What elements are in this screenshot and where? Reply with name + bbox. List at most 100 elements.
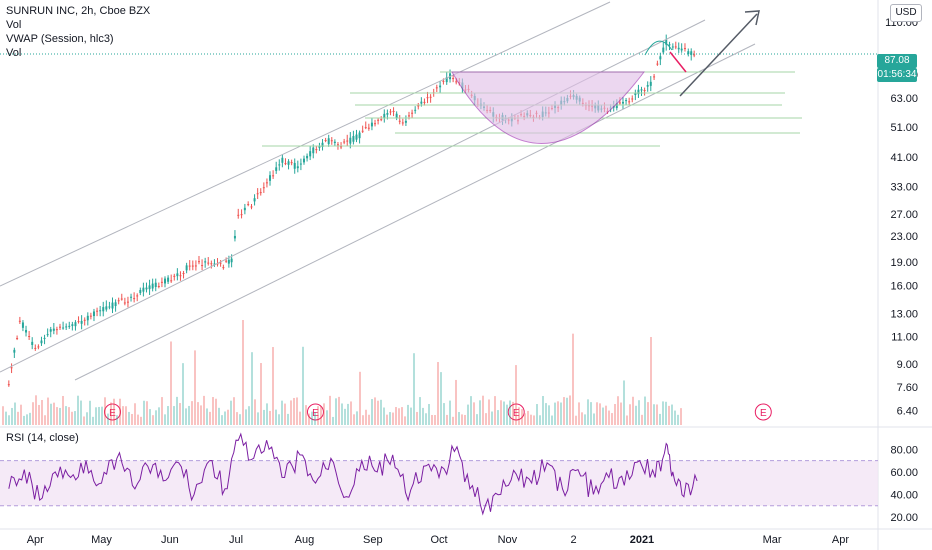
volume-indicator-label[interactable]: Vol [6, 19, 22, 31]
candle-body [74, 322, 77, 327]
volume-bar [638, 400, 640, 425]
volume-bar [44, 415, 46, 425]
candle-body [414, 109, 417, 111]
volume-bar [299, 411, 301, 425]
rsi-band [0, 460, 878, 506]
volume-bar [344, 408, 346, 425]
candle-body [361, 130, 364, 132]
volume-bar [11, 407, 13, 425]
vwap-indicator-label[interactable]: VWAP (Session, hlc3) [6, 33, 114, 45]
volume-bar [578, 402, 580, 425]
candle-body [420, 101, 423, 104]
price-tick-label: 6.40 [897, 405, 918, 417]
volume-bar [674, 410, 676, 425]
volume-bar [218, 407, 220, 425]
volume-bar [521, 409, 523, 425]
candle-body [417, 105, 420, 107]
volume-bar [125, 406, 127, 425]
candle-body [656, 63, 659, 65]
volume-bar [632, 396, 634, 425]
price-axis[interactable]: 110.0075.0063.0051.0041.0033.0027.0023.0… [885, 17, 918, 417]
candle-body [333, 141, 336, 144]
volume-bar [563, 397, 565, 425]
volume-bar [470, 396, 472, 425]
candle-body [455, 81, 458, 83]
volume-bar [368, 414, 370, 425]
candle-body [628, 101, 631, 103]
volume-bar [356, 411, 358, 425]
currency-button[interactable]: USD [890, 4, 922, 22]
symbol-title[interactable]: SUNRUN INC, 2h, Cboe BZX [6, 5, 151, 17]
volume-bar [473, 402, 475, 425]
rsi-line [8, 432, 698, 516]
candle-body [80, 320, 83, 324]
candle-body [674, 46, 677, 48]
volume-bar [101, 406, 103, 425]
candle-body [10, 367, 13, 369]
volume-bar [263, 409, 265, 425]
candle-body [302, 158, 305, 163]
volume-bar [254, 399, 256, 425]
candle-body [55, 329, 58, 331]
volume-bar [164, 414, 166, 425]
volume-bar [152, 415, 154, 425]
volume-indicator-label-2[interactable]: Vol [6, 47, 22, 59]
price-tick-label: 27.00 [890, 209, 918, 221]
channel-line [74, 43, 756, 381]
volume-bar [587, 399, 589, 425]
price-tick-label: 9.00 [897, 359, 918, 371]
volume-bar [77, 395, 79, 425]
volume-bar [206, 408, 208, 425]
earnings-marker [754, 403, 772, 421]
volume-bar [596, 402, 598, 425]
candle-body [102, 307, 105, 312]
volume-bar [86, 412, 88, 425]
candle-body [34, 347, 37, 349]
drawing-layer [0, 1, 802, 381]
volume-bar [233, 397, 235, 425]
candle-body [392, 110, 395, 112]
volume-bar [503, 401, 505, 425]
volume-bar [80, 400, 82, 425]
volume-bar [185, 408, 187, 425]
candle-body [185, 265, 188, 271]
candle-body [634, 92, 637, 96]
volume-bar [47, 397, 49, 425]
volume-bar [257, 412, 259, 425]
volume-bar [434, 415, 436, 425]
volume-bar [419, 397, 421, 425]
candle-body [324, 140, 327, 142]
volume-bar [605, 405, 607, 425]
rsi-tick-label: 40.00 [890, 489, 918, 501]
volume-bar [149, 409, 151, 425]
candle-body [407, 115, 410, 117]
candle-body [377, 119, 380, 121]
candle-body [92, 311, 95, 317]
candle-body [37, 346, 40, 348]
candle-body [306, 155, 309, 159]
volume-bar [608, 410, 610, 425]
volume-bar [353, 414, 355, 425]
volume-bar [137, 414, 139, 425]
volume-bar [458, 412, 460, 425]
time-axis[interactable]: Apr May Jun Jul Aug Sep Oct Nov 2 2021 Mar Apr [27, 534, 850, 546]
volume-bar [395, 407, 397, 425]
cup-pattern [451, 71, 646, 144]
candle-body [68, 325, 71, 327]
candle-body [683, 48, 686, 50]
volume-bar [440, 372, 442, 425]
target-arrow-line [679, 13, 758, 97]
volume-bar [293, 397, 295, 425]
candle-body [386, 113, 389, 115]
volume-bar [575, 415, 577, 425]
volume-bar [413, 353, 415, 425]
candle-body [230, 258, 233, 263]
volume-bar [224, 411, 226, 425]
candle-body [370, 122, 373, 127]
candle-body [86, 315, 89, 321]
rsi-indicator-label[interactable]: RSI (14, close) [6, 432, 79, 444]
candle-body [649, 81, 652, 86]
candle-body [151, 283, 154, 289]
volume-bar [167, 406, 169, 425]
